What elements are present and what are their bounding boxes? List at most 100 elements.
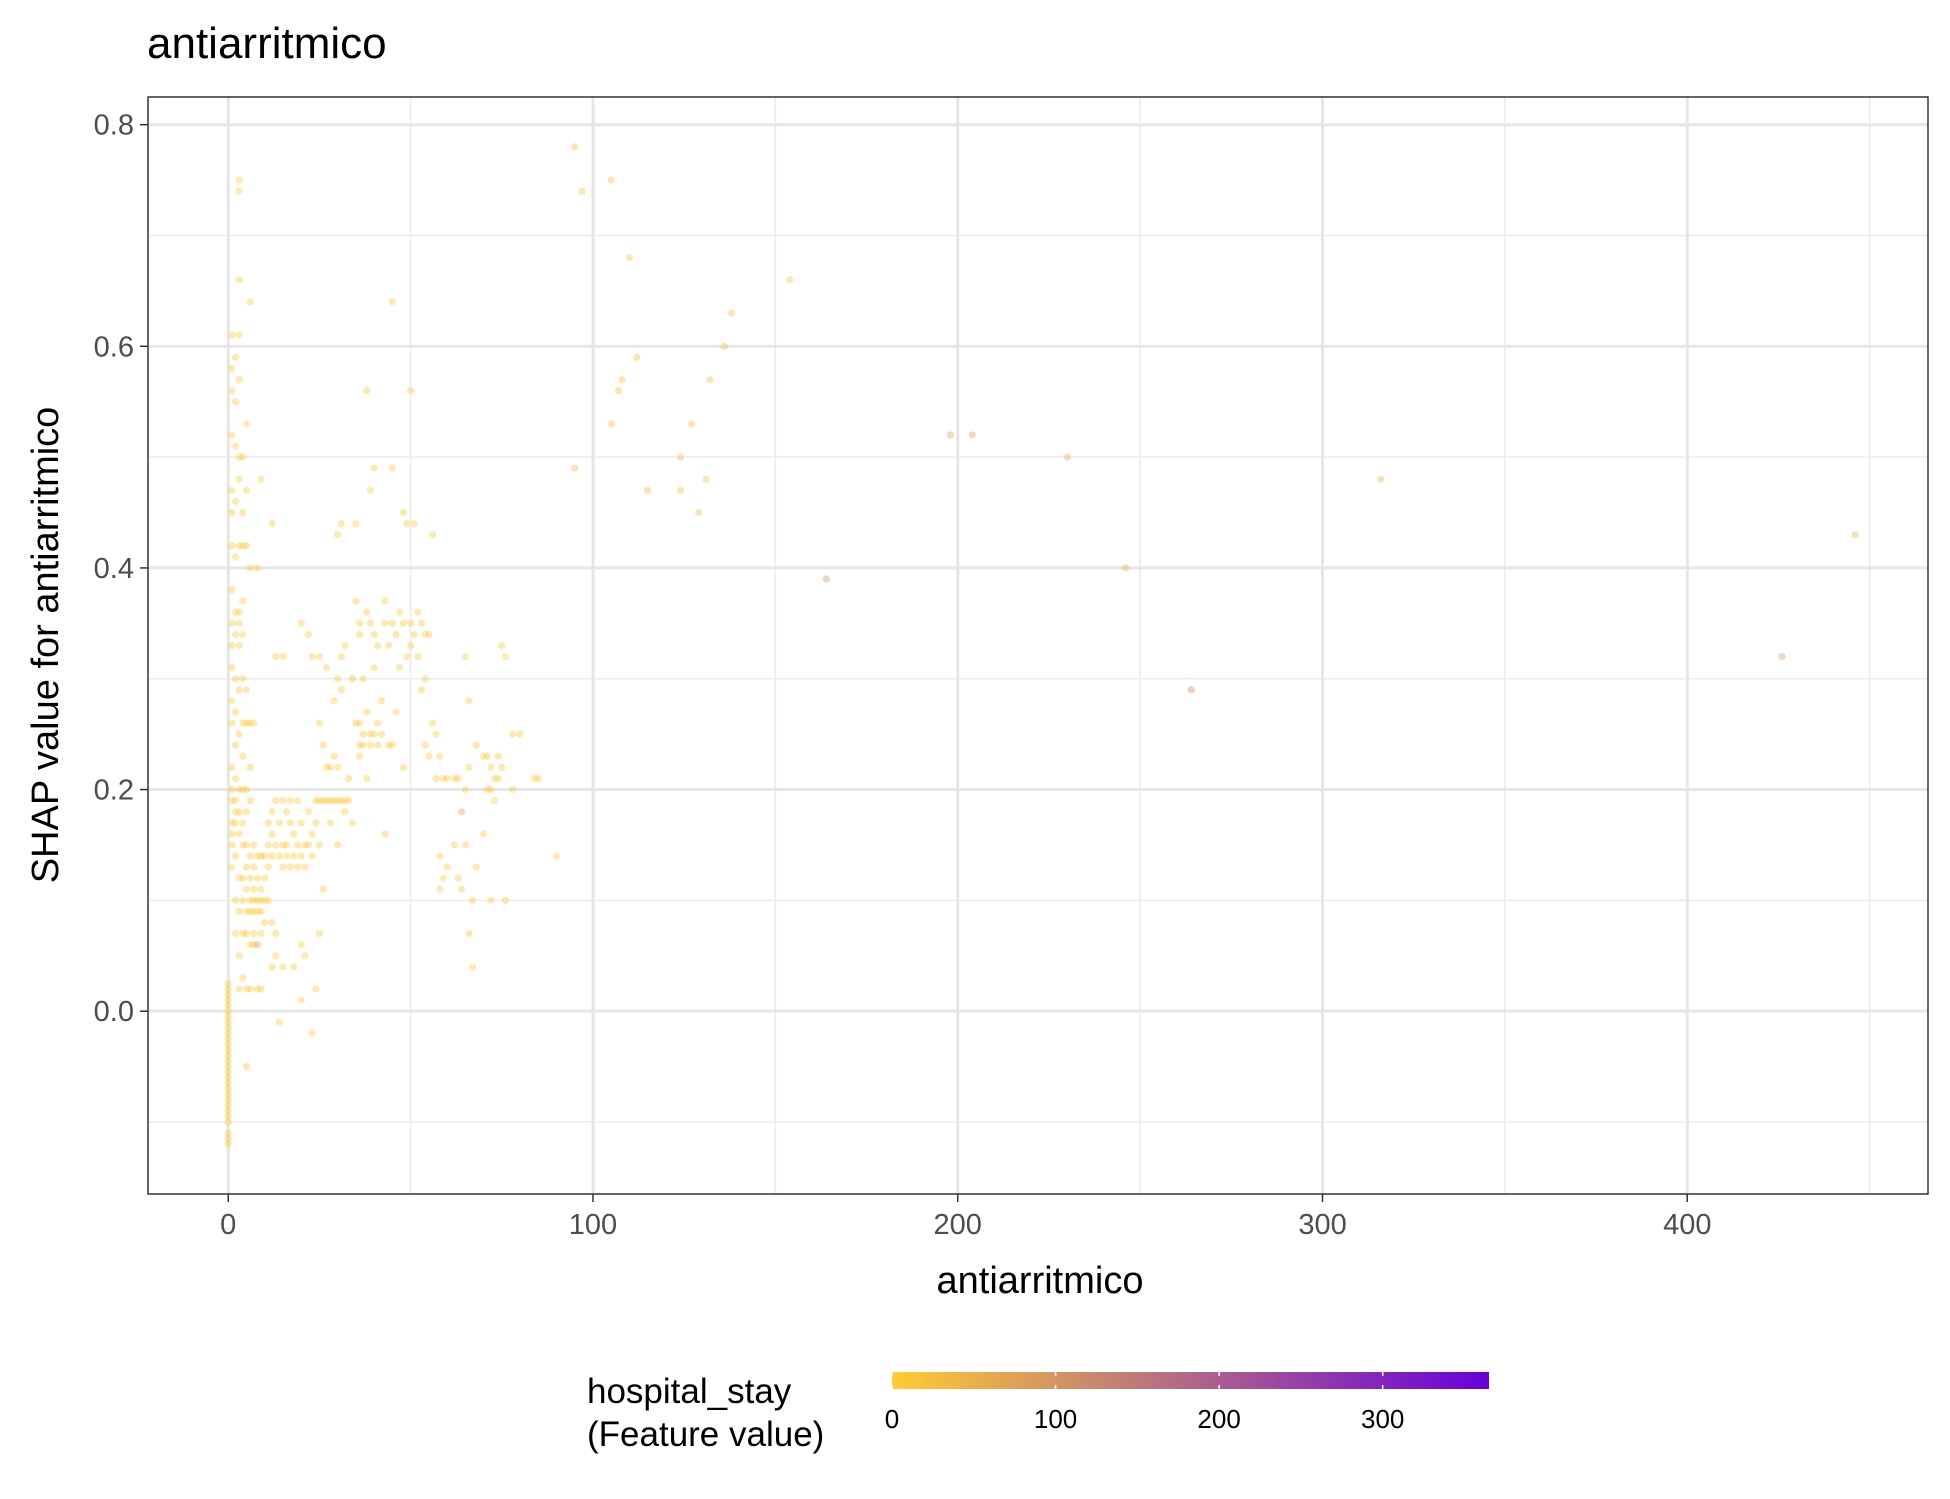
data-point [370, 730, 378, 738]
data-point [1851, 531, 1859, 539]
data-point [250, 841, 258, 849]
data-point [352, 719, 360, 727]
data-point [235, 952, 243, 960]
data-point [224, 1112, 232, 1121]
data-point [268, 520, 276, 528]
data-point [228, 785, 236, 794]
data-point [250, 719, 258, 727]
chart-title: antiarritmico [147, 19, 387, 68]
data-point [407, 619, 415, 627]
data-point [421, 630, 429, 639]
plot-panel-border [147, 96, 1929, 1195]
data-point [385, 741, 393, 749]
data-point [381, 830, 389, 838]
data-point [275, 852, 283, 860]
data-point [235, 985, 243, 993]
data-point [242, 719, 251, 727]
data-point [337, 797, 345, 805]
data-point [687, 420, 696, 428]
data-point [571, 143, 579, 151]
data-point [231, 774, 240, 783]
data-point [246, 852, 254, 860]
data-point [272, 797, 280, 805]
data-point [231, 675, 240, 683]
data-point [425, 752, 433, 760]
data-point [228, 797, 236, 805]
data-point [228, 619, 236, 627]
data-point [268, 963, 276, 971]
data-point [355, 719, 364, 727]
data-point [607, 420, 615, 428]
data-point [235, 730, 243, 738]
data-point [224, 1118, 232, 1126]
data-point [235, 276, 243, 284]
data-point [304, 808, 313, 816]
data-point [224, 1101, 232, 1109]
data-point [399, 763, 407, 771]
data-point [235, 907, 243, 916]
data-point [272, 841, 280, 849]
data-point [308, 652, 316, 661]
data-point [330, 797, 338, 805]
data-point [326, 763, 334, 771]
data-point [366, 730, 375, 738]
data-point [224, 1079, 232, 1087]
data-point [454, 874, 462, 882]
data-point [304, 630, 313, 639]
data-point [264, 819, 272, 827]
data-point [355, 752, 364, 760]
data-point [228, 819, 236, 827]
data-point [250, 863, 258, 871]
data-point [239, 630, 247, 639]
data-point [341, 808, 349, 816]
data-point [257, 907, 265, 916]
legend-ticks: 0 100 200 300 [885, 1372, 1404, 1434]
data-point [242, 907, 251, 916]
data-point [465, 697, 473, 705]
data-point [494, 752, 502, 760]
data-point [268, 808, 276, 816]
data-point [231, 819, 240, 827]
data-point [228, 830, 236, 838]
data-point [261, 874, 269, 882]
data-point [498, 763, 506, 771]
data-point [275, 1018, 283, 1026]
data-point [414, 652, 422, 661]
data-point [228, 841, 236, 849]
data-point [301, 841, 309, 849]
x-tick-label: 200 [934, 1209, 982, 1241]
data-point [334, 531, 342, 539]
data-point [235, 830, 243, 838]
data-point [246, 763, 254, 771]
data-point [352, 520, 360, 528]
data-point [614, 387, 623, 395]
data-point [388, 619, 396, 627]
data-point [279, 863, 287, 871]
data-point [246, 874, 254, 882]
data-point [235, 375, 243, 384]
data-point [702, 475, 710, 483]
data-point [308, 852, 316, 860]
data-point [363, 774, 371, 783]
data-point [290, 963, 298, 971]
x-axis-title: antiarritmico [937, 1260, 1144, 1302]
data-point [319, 797, 327, 805]
data-point [268, 918, 276, 927]
data-point [231, 398, 240, 406]
data-point [359, 730, 367, 738]
data-point [534, 774, 542, 783]
data-point [469, 963, 477, 971]
data-point [224, 1007, 232, 1015]
data-point [253, 874, 262, 882]
data-point [421, 675, 429, 683]
data-point [224, 1040, 232, 1049]
data-point [253, 985, 262, 993]
data-point [253, 941, 262, 949]
data-point [509, 785, 517, 794]
data-point [239, 930, 247, 938]
data-point [246, 985, 254, 993]
data-point [224, 1051, 232, 1060]
data-point [228, 542, 236, 550]
data-point [250, 896, 258, 904]
